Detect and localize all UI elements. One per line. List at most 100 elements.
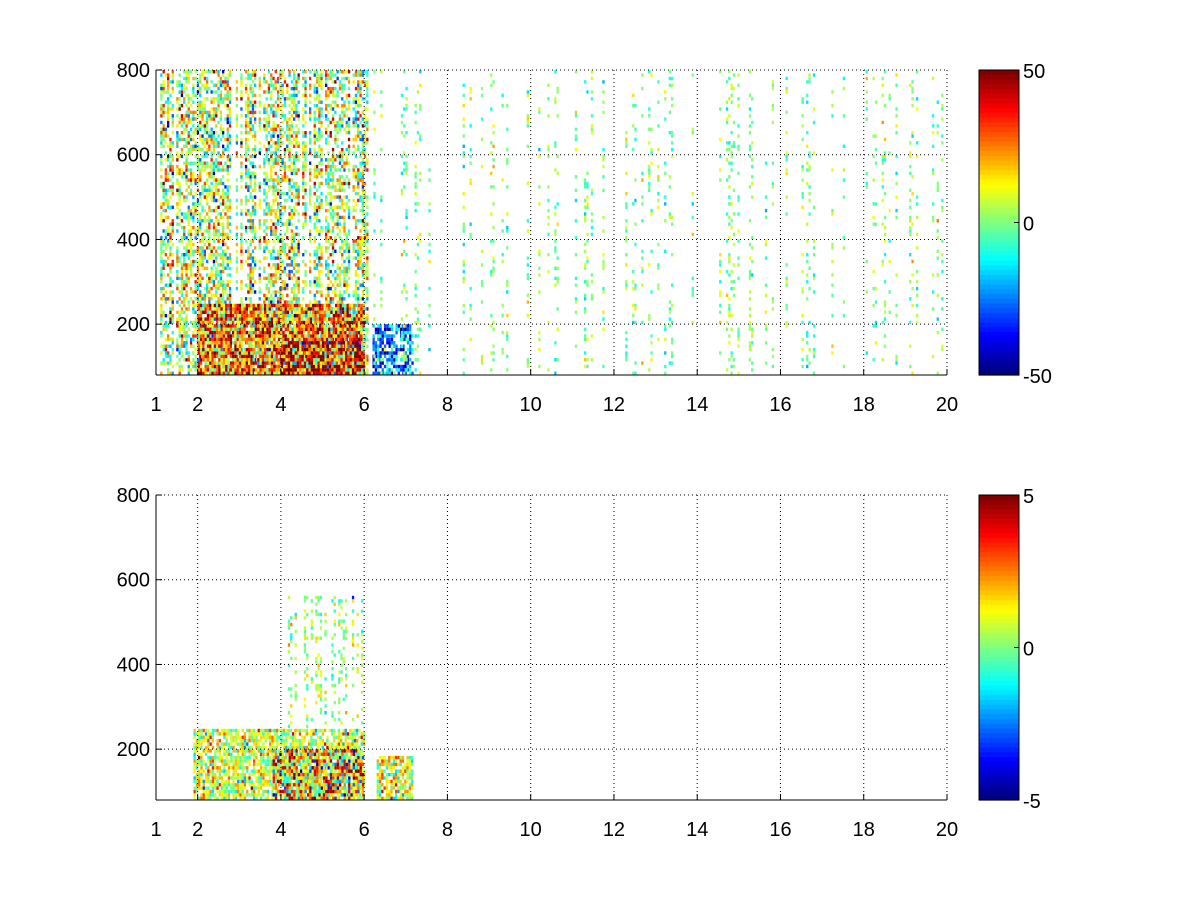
heatmap-cell — [295, 195, 298, 199]
heatmap-cell — [217, 280, 220, 284]
heatmap-cell — [176, 171, 179, 176]
heatmap-cell — [196, 266, 200, 270]
heatmap-cell — [279, 276, 282, 281]
heatmap-cell — [359, 164, 362, 169]
heatmap-cell — [309, 178, 312, 182]
heatmap-cell — [341, 185, 344, 189]
heatmap-cell — [169, 310, 172, 314]
heatmap-cell — [203, 297, 206, 301]
heatmap-cell — [178, 324, 181, 328]
heatmap-cell — [284, 307, 287, 311]
heatmap-cell — [274, 127, 277, 131]
heatmap-cell — [313, 171, 316, 176]
heatmap-cell — [251, 127, 255, 131]
heatmap-cell — [222, 286, 225, 291]
heatmap-cell — [334, 269, 337, 274]
heatmap-cell — [274, 222, 277, 226]
heatmap-cell — [192, 178, 195, 182]
heatmap-cell — [254, 351, 258, 355]
heatmap-cell — [254, 229, 257, 233]
heatmap-cell — [297, 114, 300, 118]
heatmap-cell — [331, 147, 335, 152]
heatmap-cell — [192, 259, 195, 264]
heatmap-cell — [212, 259, 216, 264]
heatmap-cell — [160, 259, 163, 264]
heatmap-cell — [257, 320, 260, 325]
heatmap-cell — [208, 239, 211, 243]
heatmap-cell — [229, 310, 232, 314]
heatmap-cell — [226, 158, 229, 162]
heatmap-cell — [318, 93, 321, 98]
heatmap-cell — [254, 70, 257, 74]
heatmap-cell — [261, 327, 264, 331]
heatmap-cell — [227, 317, 230, 321]
heatmap-cell — [318, 229, 321, 233]
heatmap-cell — [240, 144, 243, 148]
heatmap-cell — [176, 283, 179, 287]
heatmap-cell — [295, 76, 298, 81]
heatmap-cell — [210, 168, 213, 172]
heatmap-cell — [254, 324, 258, 328]
heatmap-cell — [305, 320, 308, 325]
heatmap-cell — [187, 137, 190, 142]
heatmap-cell — [251, 107, 255, 111]
heatmap-cell — [185, 127, 188, 131]
heatmap-cell — [302, 151, 305, 155]
heatmap-cell — [288, 212, 291, 216]
heatmap-cell — [327, 164, 330, 169]
heatmap-cell — [279, 107, 282, 111]
heatmap-cell — [250, 320, 253, 325]
heatmap-cell — [185, 337, 188, 342]
heatmap-cell — [309, 117, 312, 121]
heatmap-cell — [201, 114, 204, 118]
heatmap-cell — [254, 73, 257, 77]
heatmap-cell — [354, 283, 358, 287]
heatmap-cell — [265, 276, 268, 281]
heatmap-cell — [288, 215, 291, 220]
heatmap-cell — [272, 202, 275, 206]
heatmap-cell — [263, 158, 266, 162]
heatmap-cell — [302, 195, 305, 199]
heatmap-cell — [266, 358, 269, 362]
heatmap-cell — [276, 290, 280, 294]
heatmap-cell — [366, 293, 369, 298]
heatmap-cell — [309, 168, 312, 172]
heatmap-cell — [313, 114, 316, 118]
heatmap-cell — [241, 303, 244, 308]
heatmap-cell — [313, 127, 316, 131]
heatmap-cell — [222, 351, 226, 355]
heatmap-cell — [220, 341, 223, 345]
heatmap-cell — [263, 73, 266, 77]
heatmap-cell — [354, 134, 358, 138]
heatmap-cell — [254, 181, 257, 186]
heatmap-cell — [266, 317, 269, 321]
heatmap-cell — [267, 205, 271, 209]
heatmap-cell — [167, 215, 170, 220]
heatmap-cell — [295, 202, 298, 206]
heatmap-cell — [224, 320, 227, 325]
heatmap-cell — [189, 297, 193, 301]
heatmap-cell — [196, 90, 200, 94]
heatmap-cell — [327, 283, 330, 287]
heatmap-cell — [215, 310, 219, 314]
heatmap-cell — [274, 236, 277, 240]
heatmap-cell — [270, 320, 274, 325]
heatmap-cell — [363, 337, 367, 342]
heatmap-cell — [338, 269, 342, 274]
heatmap-cell — [160, 253, 163, 257]
heatmap-cell — [315, 117, 319, 121]
heatmap-cell — [252, 330, 255, 335]
heatmap-cell — [354, 222, 358, 226]
heatmap-cell — [295, 269, 298, 274]
heatmap-cell — [224, 195, 227, 199]
heatmap-cell — [247, 114, 250, 118]
heatmap-cell — [197, 303, 200, 308]
heatmap-cell — [189, 246, 193, 250]
heatmap-cell — [361, 263, 364, 267]
heatmap-cell — [197, 347, 200, 352]
heatmap-cell — [290, 286, 293, 291]
heatmap-cell — [254, 103, 257, 108]
heatmap-cell — [341, 297, 344, 301]
heatmap-cell — [329, 131, 332, 135]
heatmap-cell — [354, 290, 358, 294]
